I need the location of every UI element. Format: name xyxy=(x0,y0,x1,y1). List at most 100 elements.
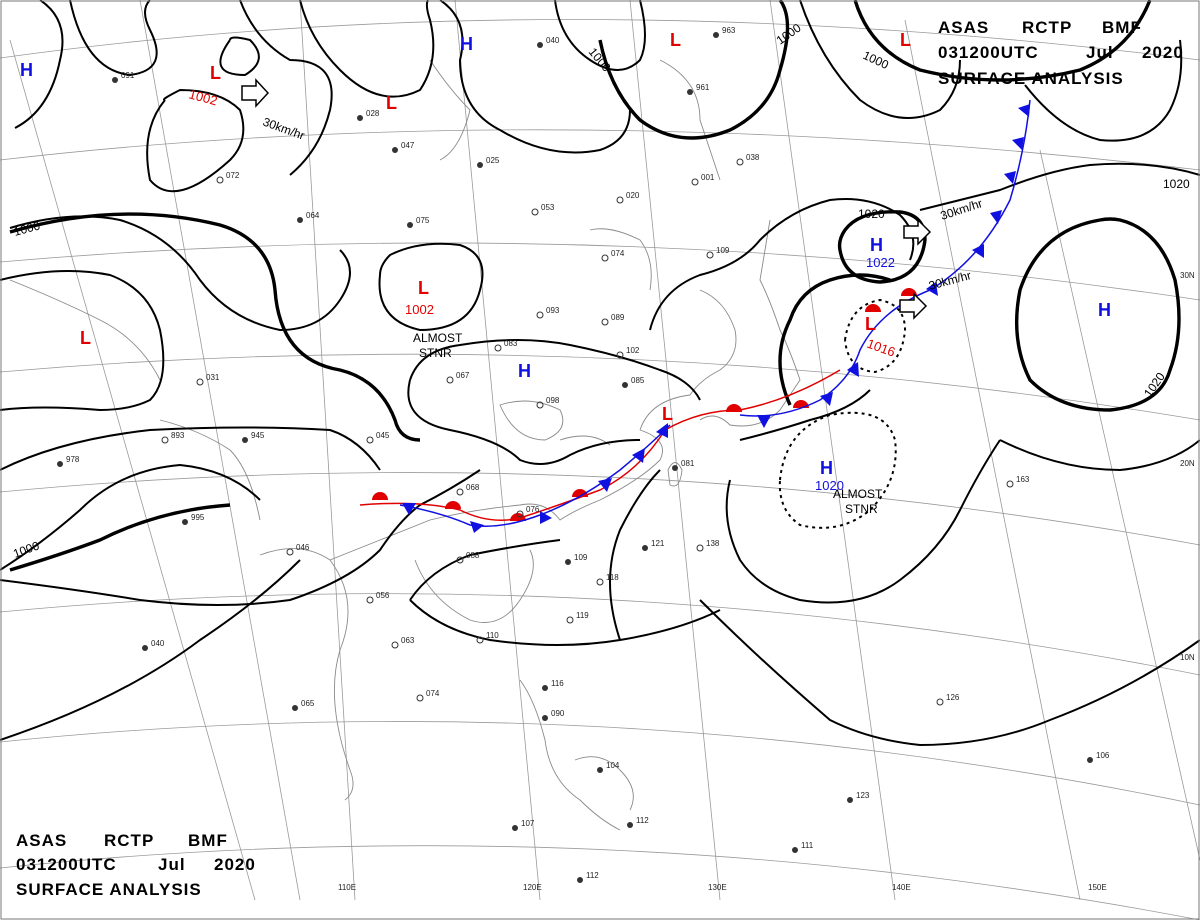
low-center: L xyxy=(670,30,681,50)
svg-text:123: 123 xyxy=(856,791,870,800)
note-line: ALMOST xyxy=(833,487,883,501)
station: 074 xyxy=(601,249,625,262)
station: 098 xyxy=(536,396,560,409)
station: 138 xyxy=(696,539,720,552)
lon-label: 140E xyxy=(892,883,911,892)
station: 109 xyxy=(706,246,730,259)
station: 063 xyxy=(391,636,415,649)
svg-text:945: 945 xyxy=(251,431,265,440)
svg-text:045: 045 xyxy=(376,431,390,440)
svg-text:056: 056 xyxy=(376,591,390,600)
svg-text:RCTP: RCTP xyxy=(104,831,154,850)
station: 978 xyxy=(57,455,80,467)
station: 085 xyxy=(622,376,645,388)
station: 075 xyxy=(407,216,430,228)
svg-text:126: 126 xyxy=(946,693,960,702)
low-center: L xyxy=(80,328,91,348)
station: 163 xyxy=(1006,475,1030,488)
station: 088 xyxy=(456,551,480,564)
station: 040 xyxy=(537,36,560,48)
isobar-label: 1000 xyxy=(12,218,42,239)
svg-text:074: 074 xyxy=(426,689,440,698)
lon-label: 110E xyxy=(338,883,356,892)
lon-label: 130E xyxy=(708,883,727,892)
high-value: 1022 xyxy=(866,255,895,270)
svg-text:138: 138 xyxy=(706,539,720,548)
isobar-label: 1020 xyxy=(858,207,885,221)
svg-text:031200UTC: 031200UTC xyxy=(16,855,117,874)
svg-text:091: 091 xyxy=(121,71,135,80)
station: 126 xyxy=(936,693,960,706)
svg-text:020: 020 xyxy=(626,191,640,200)
svg-text:102: 102 xyxy=(626,346,640,355)
station: 056 xyxy=(366,591,390,604)
note-line: ALMOST xyxy=(413,331,463,345)
low-center: L xyxy=(418,278,429,298)
svg-text:SURFACE ANALYSIS: SURFACE ANALYSIS xyxy=(938,69,1124,88)
axis-labels: 110E 120E 130E 140E 150E 30N 20N 10N xyxy=(338,271,1195,892)
high-center: H xyxy=(460,34,473,54)
lon-label: 120E xyxy=(523,883,542,892)
high-center: H xyxy=(1098,300,1111,320)
svg-text:961: 961 xyxy=(696,83,710,92)
svg-text:BMF: BMF xyxy=(188,831,228,850)
station: 064 xyxy=(297,211,320,223)
header-bottom-left: ASAS RCTP BMF 031200UTC Jul 2020 SURFACE… xyxy=(16,831,256,899)
svg-text:093: 093 xyxy=(546,306,560,315)
svg-text:121: 121 xyxy=(651,539,665,548)
station: 045 xyxy=(366,431,390,444)
station: 102 xyxy=(616,346,640,359)
station: 104 xyxy=(597,761,620,773)
svg-text:038: 038 xyxy=(746,153,760,162)
stationary-notes: ALMOST STNR ALMOST STNR xyxy=(413,331,883,516)
svg-text:068: 068 xyxy=(466,483,480,492)
station: 038 xyxy=(736,153,760,166)
motion-arrow-icon xyxy=(899,292,928,320)
station: 112 xyxy=(577,871,599,883)
pressure-centers: H H H H 1022 H 1020 H L 1002 L L 1002 L … xyxy=(20,30,1111,493)
svg-text:040: 040 xyxy=(546,36,560,45)
svg-text:107: 107 xyxy=(521,819,535,828)
svg-text:112: 112 xyxy=(636,816,649,825)
svg-text:074: 074 xyxy=(611,249,625,258)
station: 109 xyxy=(565,553,588,565)
note-line: STNR xyxy=(419,346,452,360)
svg-text:089: 089 xyxy=(611,313,625,322)
svg-text:063: 063 xyxy=(401,636,415,645)
svg-text:047: 047 xyxy=(401,141,415,150)
station-plots: 091 028 047 025 072 064 075 093 089 083 … xyxy=(57,26,1110,883)
svg-text:109: 109 xyxy=(574,553,588,562)
high-center: H xyxy=(20,60,33,80)
header-top-right: ASAS RCTP BMF 031200UTC Jul 2020 SURFACE… xyxy=(938,18,1183,88)
lat-label: 20N xyxy=(1180,459,1195,468)
svg-text:064: 064 xyxy=(306,211,320,220)
svg-text:111: 111 xyxy=(801,841,814,850)
station: 945 xyxy=(242,431,265,443)
high-center: H xyxy=(870,235,883,255)
svg-text:098: 098 xyxy=(546,396,560,405)
station: 053 xyxy=(531,203,555,216)
low-center: L xyxy=(386,93,397,113)
svg-text:076: 076 xyxy=(526,505,540,514)
station: 121 xyxy=(642,539,665,551)
svg-text:893: 893 xyxy=(171,431,185,440)
low-center: L xyxy=(210,63,221,83)
svg-text:163: 163 xyxy=(1016,475,1030,484)
station: 025 xyxy=(477,156,500,168)
station: 076 xyxy=(516,505,540,518)
station: 961 xyxy=(687,83,710,95)
svg-text:090: 090 xyxy=(551,709,565,718)
station: 081 xyxy=(672,459,695,471)
svg-text:BMF: BMF xyxy=(1102,18,1142,37)
station: 001 xyxy=(691,173,715,186)
station: 090 xyxy=(542,709,565,721)
svg-text:085: 085 xyxy=(631,376,645,385)
svg-text:112: 112 xyxy=(586,871,599,880)
svg-text:065: 065 xyxy=(301,699,315,708)
station: 068 xyxy=(456,483,480,496)
svg-text:2020: 2020 xyxy=(214,855,256,874)
station: 028 xyxy=(357,109,380,121)
svg-text:067: 067 xyxy=(456,371,470,380)
station: 093 xyxy=(536,306,560,319)
station: 046 xyxy=(286,543,310,556)
